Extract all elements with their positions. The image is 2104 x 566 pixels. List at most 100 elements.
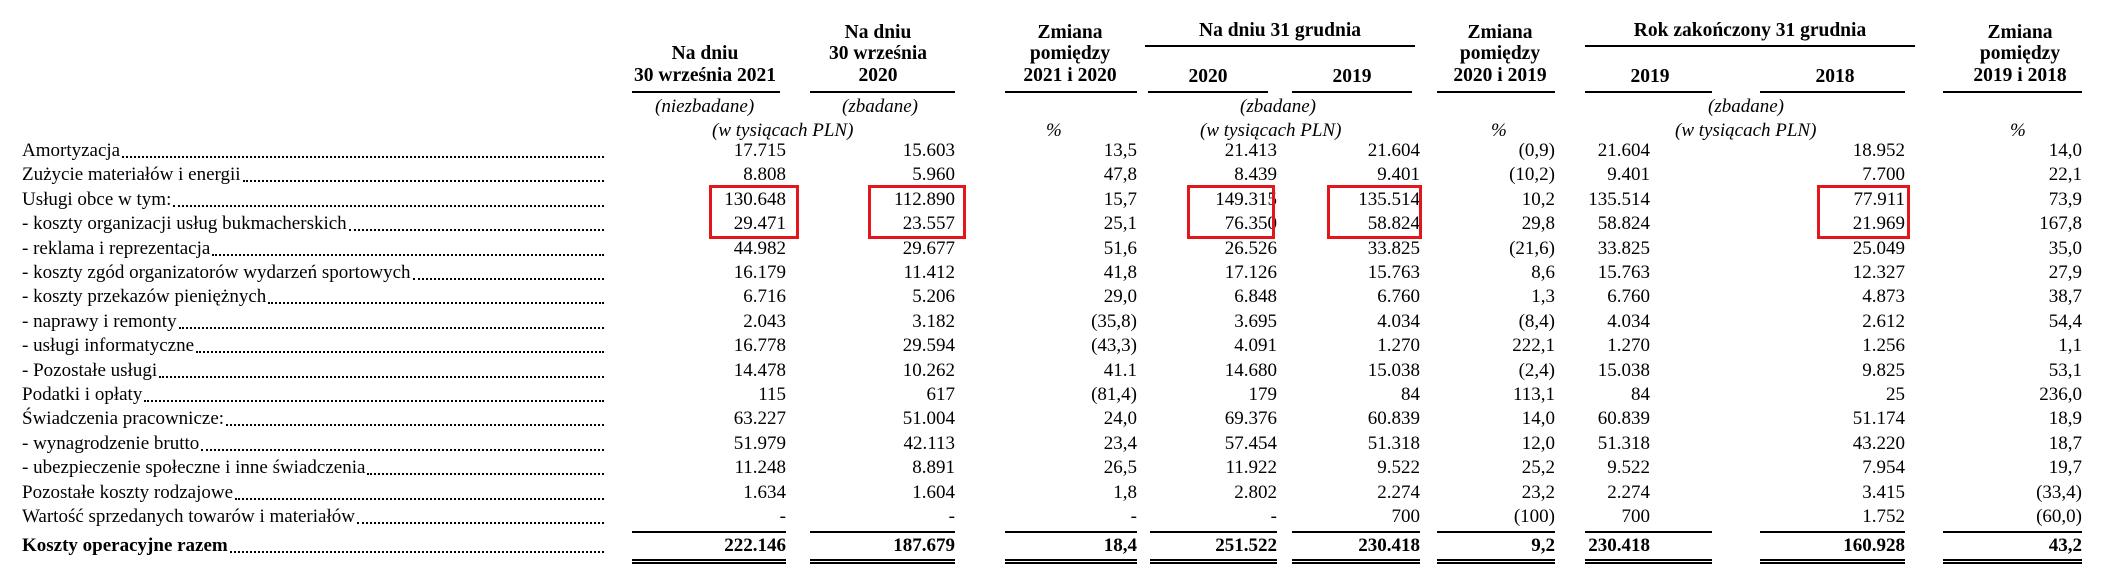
header-rule — [1585, 45, 1915, 47]
header-rule — [1292, 91, 1412, 93]
header-rule — [1760, 91, 1905, 93]
leader-dots — [196, 351, 604, 354]
row-value: 13,5 — [1103, 140, 1137, 161]
total-rule-top — [1760, 531, 1905, 533]
header-dec-2020: 2020 — [1188, 66, 1228, 87]
leader-dots — [226, 424, 604, 427]
row-value: 3.415 — [1862, 481, 1905, 503]
total-rule-bottom — [810, 559, 955, 561]
row-value: 2.274 — [1607, 481, 1650, 503]
row-value: 8.808 — [743, 164, 786, 186]
row-value: (100) — [1513, 506, 1555, 527]
percent-unit: % — [2010, 120, 2026, 141]
leader-dots — [229, 551, 604, 553]
row-value: 5.206 — [912, 286, 955, 308]
row-value: 21.413 — [1224, 140, 1277, 161]
row-value: 47,8 — [1103, 164, 1137, 186]
row-value: 54,4 — [2048, 310, 2082, 332]
row-value: 22,1 — [2048, 164, 2082, 186]
row-label: Zużycie materiałów i energii — [22, 164, 241, 186]
row-value: 14,0 — [1521, 408, 1555, 430]
row-value: 18,9 — [2048, 408, 2082, 430]
row-value: 57.454 — [1224, 432, 1277, 454]
row-value: 23.557 — [902, 213, 955, 235]
row-label: - usługi informatyczne — [22, 335, 195, 357]
row-value: 69.376 — [1224, 408, 1277, 430]
row-value: 130.648 — [724, 188, 786, 210]
row-value: 9.825 — [1862, 359, 1905, 381]
row-value: 1.752 — [1862, 506, 1905, 527]
row-value: 51,6 — [1103, 237, 1137, 259]
row-label: - reklama i reprezentacja — [22, 237, 211, 259]
row-value: 21.604 — [1367, 140, 1420, 161]
row-value: 4.091 — [1234, 335, 1277, 357]
total-rule-bottom — [1943, 559, 2082, 561]
total-value: 251.522 — [1215, 535, 1277, 556]
row-value: 23,2 — [1521, 481, 1555, 503]
leader-dots — [348, 229, 604, 232]
row-value: 77.911 — [1853, 188, 1905, 210]
row-value: 16.179 — [733, 262, 786, 283]
leader-dots — [159, 375, 604, 378]
row-label: - naprawy i remonty — [22, 310, 177, 332]
row-value: 29,8 — [1521, 213, 1555, 235]
row-value: - — [1130, 506, 1137, 527]
row-value: 33.825 — [1597, 237, 1650, 259]
leader-dots — [122, 156, 604, 158]
row-label: Usługi obce w tym: — [22, 188, 172, 210]
row-label: Podatki i opłaty — [22, 384, 143, 405]
row-value: 700 — [1621, 506, 1651, 527]
total-value: 160.928 — [1843, 535, 1905, 556]
header-change-2019-2018-line: 2019 i 2018 — [1973, 64, 2067, 86]
row-value: 1.270 — [1607, 335, 1650, 357]
row-value: 38,7 — [2048, 286, 2082, 308]
row-value: 2.274 — [1377, 481, 1420, 503]
leader-dots — [242, 180, 604, 183]
header-rule — [1005, 91, 1137, 93]
row-value: 2.043 — [743, 310, 786, 332]
row-value: 24,0 — [1103, 408, 1137, 430]
row-value: 15.763 — [1597, 262, 1650, 283]
row-value: 1.634 — [743, 481, 786, 503]
row-label: - ubezpieczenie społeczne i inne świadcz… — [22, 457, 366, 479]
row-value: 2.802 — [1234, 481, 1277, 503]
row-value: 9.522 — [1607, 457, 1650, 479]
row-value: 84 — [1631, 384, 1650, 405]
row-value: 29.677 — [902, 237, 955, 259]
row-value: 4.034 — [1607, 310, 1650, 332]
row-value: 8.891 — [912, 457, 955, 479]
header-rule — [1145, 45, 1415, 47]
row-label: - koszty przekazów pieniężnych — [22, 286, 267, 308]
row-value: (43,3) — [1091, 335, 1137, 357]
row-value: 6.848 — [1234, 286, 1277, 308]
total-rule-bottom — [1150, 559, 1277, 561]
row-value: 84 — [1401, 384, 1420, 405]
total-rule-bottom — [1150, 562, 1277, 564]
header-rule — [1148, 91, 1268, 93]
row-value: (8,4) — [1518, 310, 1555, 332]
row-value: 15,7 — [1103, 188, 1137, 210]
row-value: 21.604 — [1597, 140, 1650, 161]
row-value: 1,3 — [1531, 286, 1555, 308]
row-value: 29.594 — [902, 335, 955, 357]
row-value: 1.256 — [1862, 335, 1905, 357]
row-value: 135.514 — [1358, 188, 1420, 210]
header-2021-line: Na dniu — [671, 43, 739, 64]
row-value: 35,0 — [2048, 237, 2082, 259]
total-rule-bottom — [1292, 559, 1420, 561]
row-value: 9.522 — [1377, 457, 1420, 479]
total-rule-bottom — [1760, 562, 1905, 564]
row-value: 15.038 — [1597, 359, 1650, 381]
total-rule-bottom — [1437, 559, 1555, 561]
row-value: 1,1 — [2058, 335, 2082, 357]
unit-note: (w tysiącach PLN) — [1200, 120, 1342, 141]
total-rule-bottom — [1437, 562, 1555, 564]
row-value: 18,7 — [2048, 432, 2082, 454]
row-value: 3.695 — [1234, 310, 1277, 332]
row-value: 51.979 — [733, 432, 786, 454]
row-value: 25,2 — [1521, 457, 1555, 479]
row-value: 617 — [926, 384, 956, 405]
leader-dots — [201, 448, 604, 451]
row-value: 16.778 — [733, 335, 786, 357]
row-value: 14,0 — [2048, 140, 2082, 161]
